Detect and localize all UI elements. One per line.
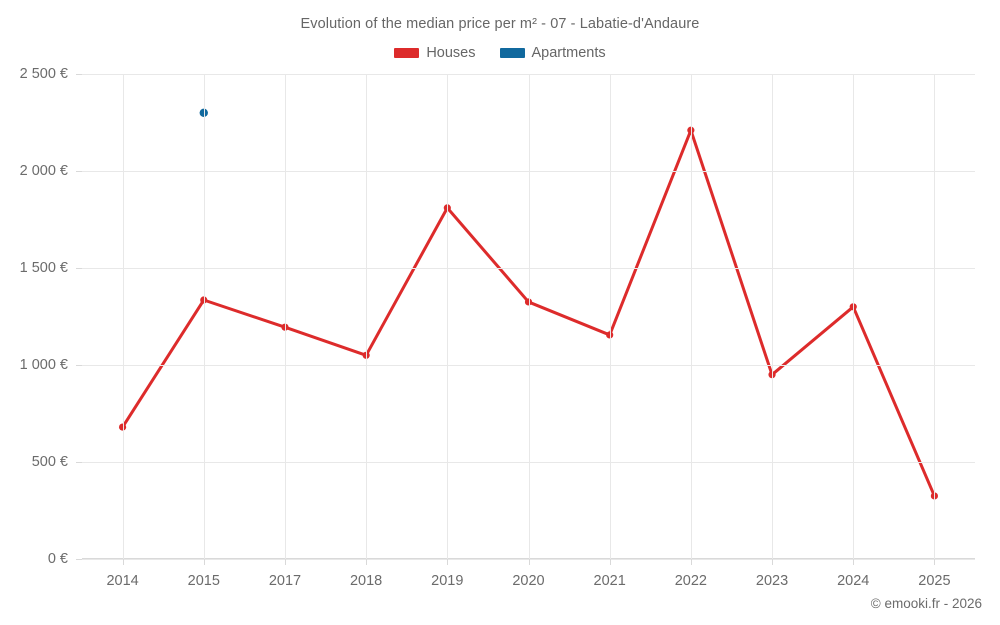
x-axis-tick-label: 2018 xyxy=(349,573,383,589)
x-gridline xyxy=(284,74,286,559)
x-axis-tick-label: 2022 xyxy=(674,573,707,589)
x-tick-mark xyxy=(934,559,936,565)
x-gridline xyxy=(609,74,611,559)
y-tick-mark xyxy=(76,559,82,560)
chart-legend: Houses Apartments xyxy=(0,45,1000,61)
x-tick-mark xyxy=(284,559,286,565)
y-tick-mark xyxy=(76,462,82,463)
x-tick-mark xyxy=(447,559,449,565)
x-tick-mark xyxy=(690,559,692,565)
y-axis-tick-label: 2 000 € xyxy=(19,163,68,179)
y-tick-mark xyxy=(76,171,82,172)
x-tick-mark xyxy=(853,559,855,565)
y-tick-mark xyxy=(76,74,82,75)
x-gridline xyxy=(772,74,774,559)
x-gridline xyxy=(122,74,124,559)
y-axis-tick-label: 2 500 € xyxy=(19,66,68,82)
x-gridline xyxy=(203,74,205,559)
y-axis-tick-label: 500 € xyxy=(31,454,68,470)
x-tick-mark xyxy=(609,559,611,565)
legend-swatch-icon xyxy=(394,48,420,58)
x-tick-mark xyxy=(122,559,124,565)
x-axis-tick-label: 2015 xyxy=(187,573,220,589)
x-axis-tick-label: 2023 xyxy=(755,573,789,589)
legend-item-label: Apartments xyxy=(531,45,606,61)
x-gridline xyxy=(528,74,530,559)
x-gridline xyxy=(934,74,936,559)
x-axis-tick-label: 2019 xyxy=(431,573,464,589)
y-axis-tick-label: 1 000 € xyxy=(19,357,68,373)
y-tick-mark xyxy=(76,365,82,366)
x-tick-mark xyxy=(528,559,530,565)
x-gridline xyxy=(447,74,449,559)
x-gridline xyxy=(366,74,368,559)
legend-item-label: Houses xyxy=(426,45,476,61)
x-tick-mark xyxy=(203,559,205,565)
y-axis-tick-label: 1 500 € xyxy=(19,260,68,276)
x-gridline xyxy=(853,74,855,559)
x-axis-tick-label: 2021 xyxy=(593,573,626,589)
x-tick-mark xyxy=(772,559,774,565)
chart-title: Evolution of the median price per m² - 0… xyxy=(300,16,700,32)
legend-item-houses[interactable]: Houses xyxy=(394,45,476,61)
x-axis-tick-label: 2020 xyxy=(512,573,545,589)
footer-credit: © emooki.fr - 2026 xyxy=(870,596,982,611)
x-axis-tick-label: 2025 xyxy=(918,573,951,589)
x-tick-mark xyxy=(366,559,368,565)
legend-item-apartments[interactable]: Apartments xyxy=(499,45,606,61)
legend-swatch-icon xyxy=(499,48,525,58)
y-axis-tick-label: 0 € xyxy=(47,551,68,567)
plot-area: 0 € 500 € 1 000 € 1 500 € 2 000 € 2 500 € 2014… xyxy=(20,66,975,589)
x-gridline xyxy=(690,74,692,559)
x-axis-tick-label: 2017 xyxy=(268,573,302,589)
x-axis-tick-label: 2014 xyxy=(106,573,139,589)
x-axis-tick-label: 2024 xyxy=(837,573,870,589)
y-tick-mark xyxy=(76,268,82,269)
